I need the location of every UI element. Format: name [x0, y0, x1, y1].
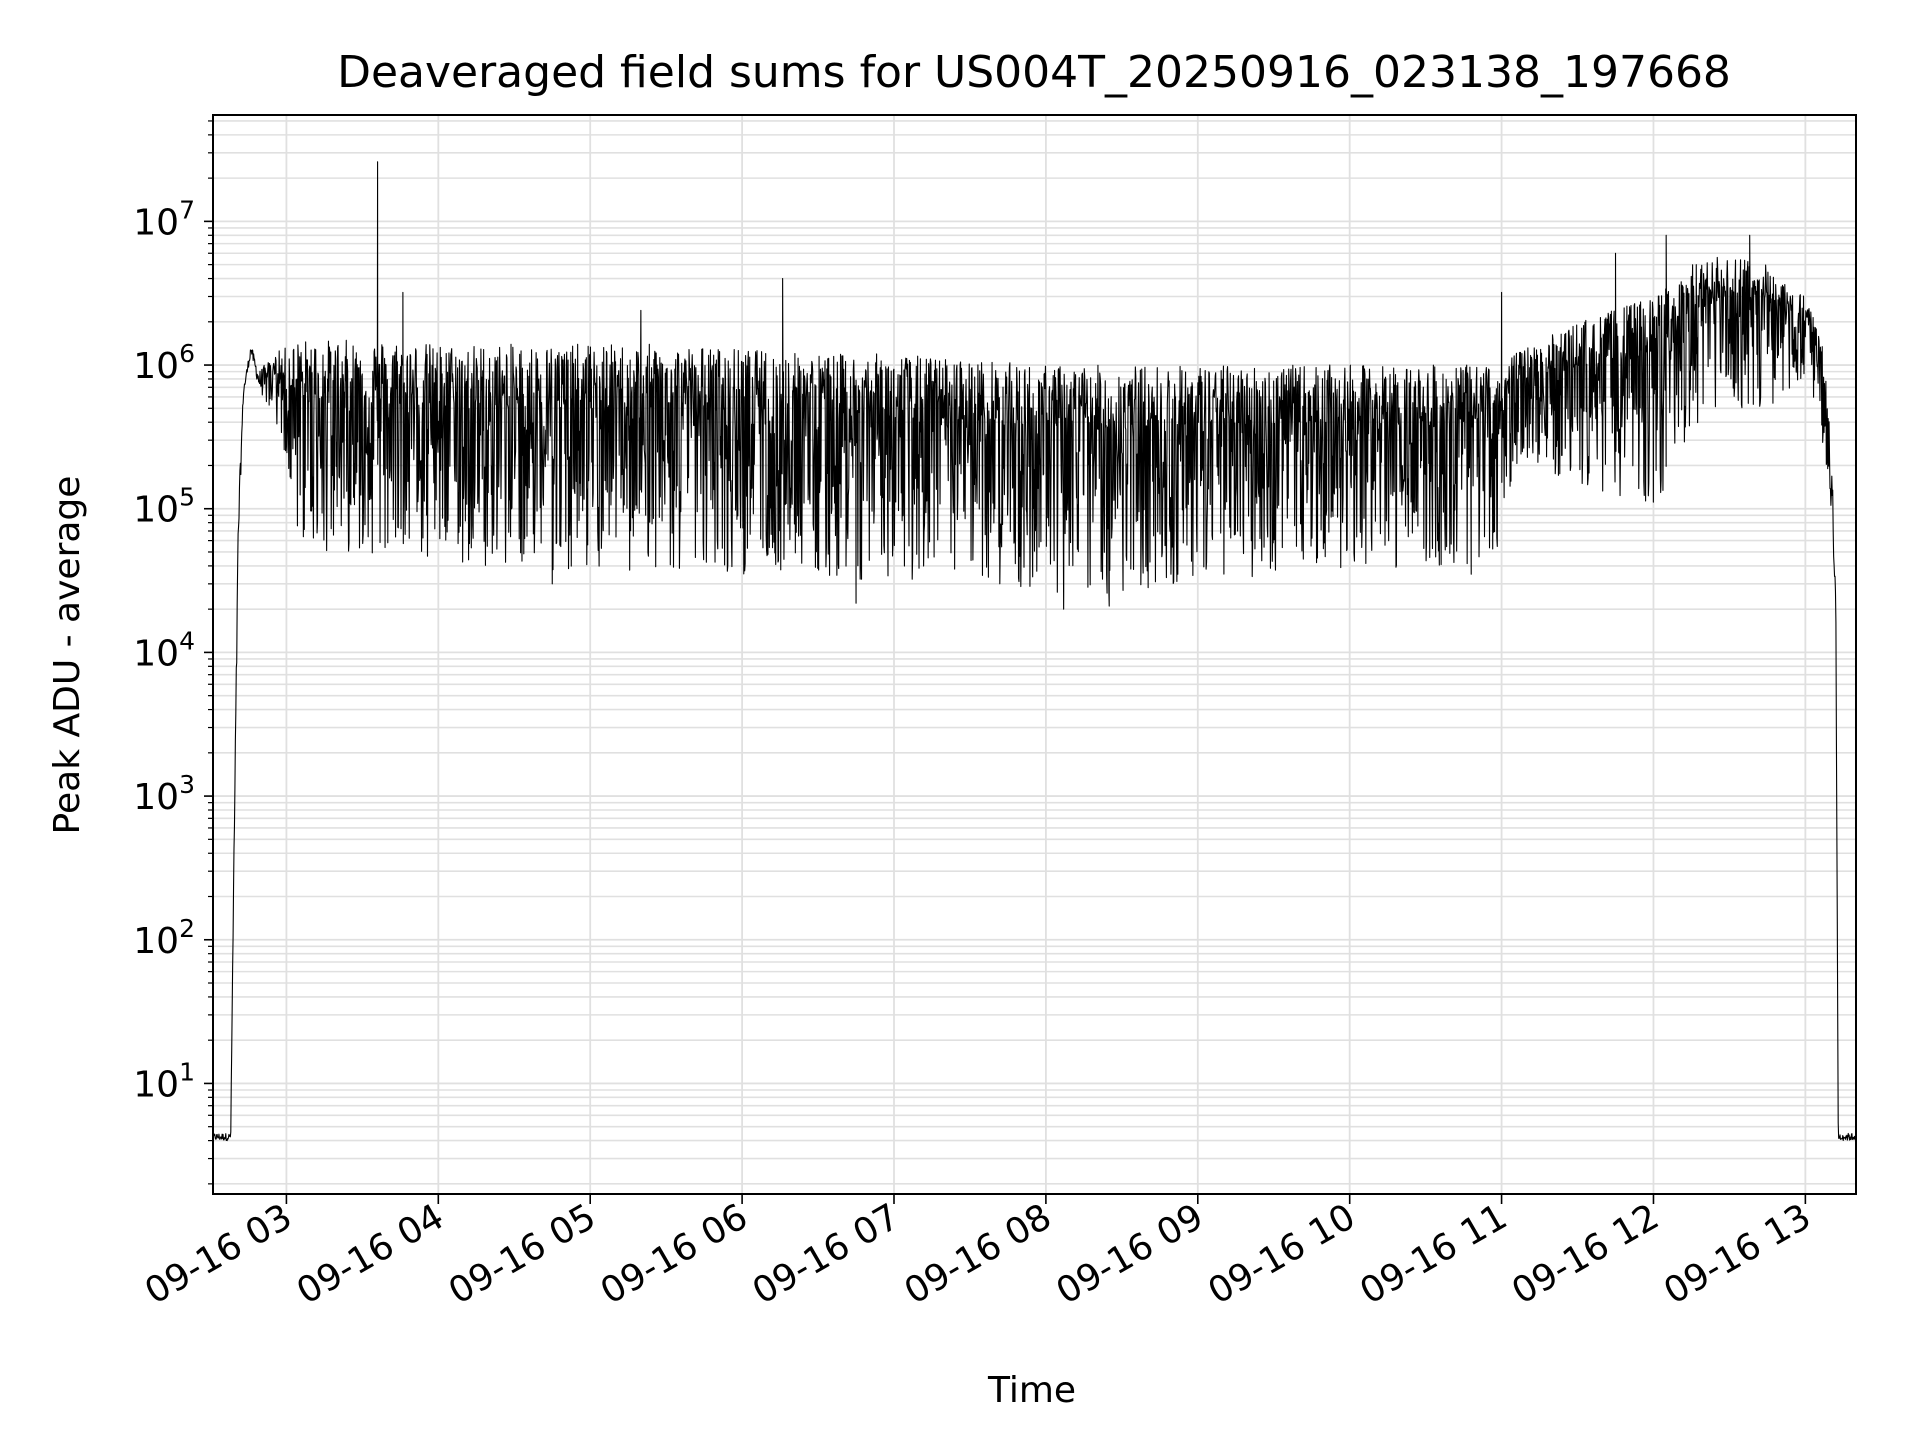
- y-tick-label: 107: [133, 195, 195, 243]
- y-axis-label: Peak ADU - average: [47, 476, 88, 835]
- x-axis-label: Time: [987, 1370, 1076, 1411]
- plot-layer: [213, 161, 1856, 1142]
- y-tick-label: 105: [133, 483, 195, 531]
- y-tick-label: 101: [133, 1057, 195, 1105]
- grid-layer: [213, 115, 1856, 1194]
- chart-title: Deaveraged field sums for US004T_2025091…: [337, 47, 1731, 98]
- plot-frame: [212, 114, 1857, 1195]
- series-line: [213, 161, 1856, 1142]
- y-tick-label: 102: [133, 914, 195, 962]
- y-tick-label: 104: [133, 626, 195, 674]
- y-tick-label: 106: [133, 339, 195, 387]
- y-tick-label: 103: [133, 770, 195, 818]
